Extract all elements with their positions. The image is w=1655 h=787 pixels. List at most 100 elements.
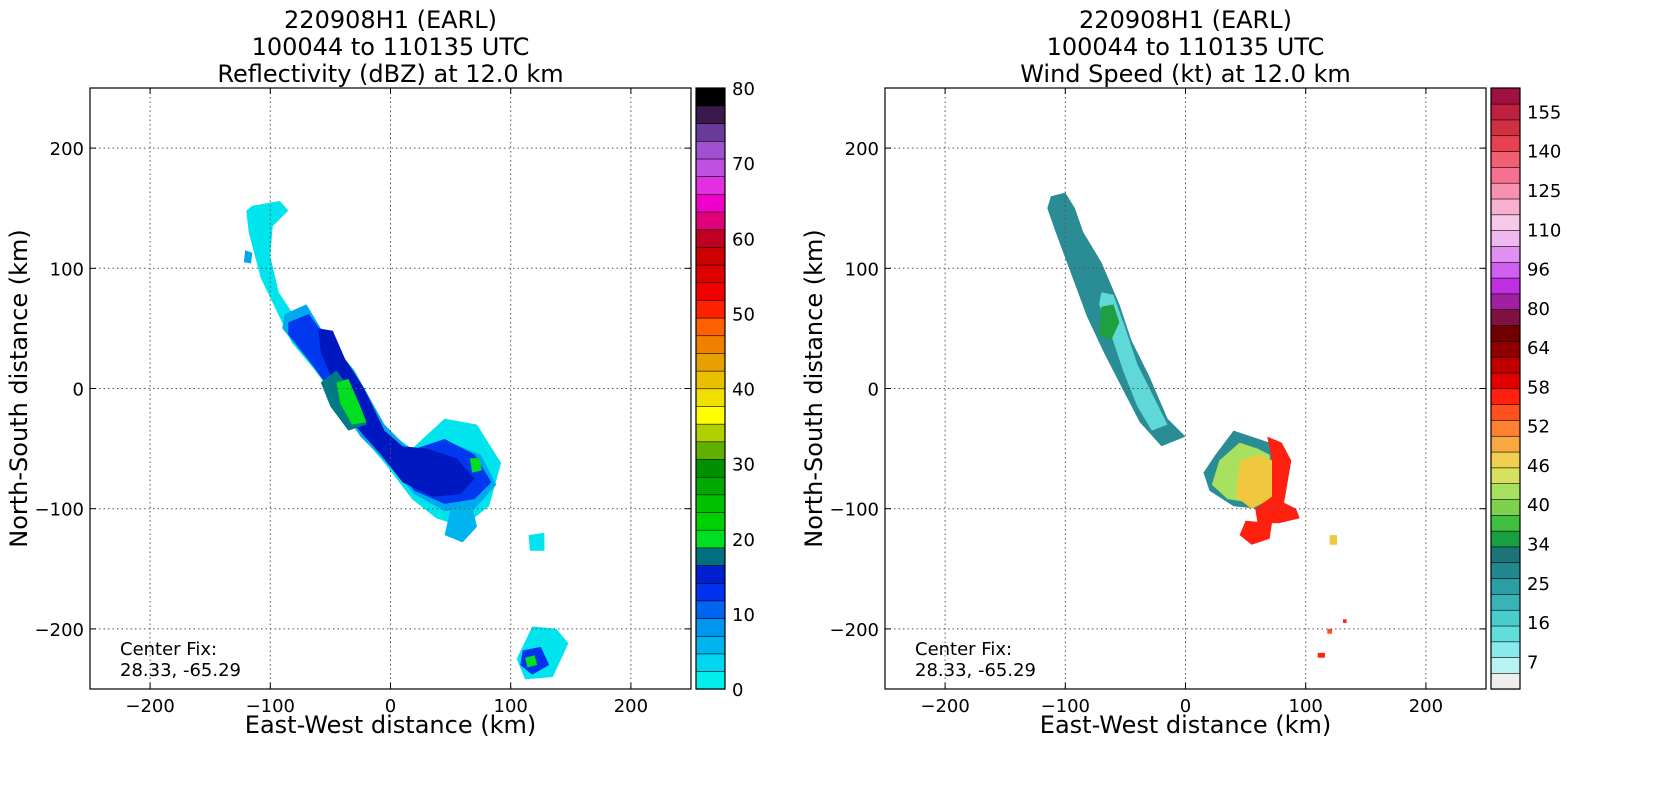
colorbar-bin-9 [1490,530,1521,548]
colorbar-bin-37 [1490,87,1521,105]
colorbar-label-13: 140 [1527,142,1561,163]
x-tick-label-2: 0 [1180,696,1191,717]
colorbar-bin-31 [695,123,726,142]
data-region-7 [1239,520,1272,545]
colorbar-bin-2 [695,635,726,655]
colorbar-bin-35 [1490,119,1521,137]
colorbar-bin-0 [695,671,726,690]
colorbar-bin-26 [1490,261,1521,279]
colorbar-label-7: 70 [732,154,755,175]
colorbar-label-12: 125 [1527,181,1561,202]
data-layer [243,201,569,680]
colorbar-bin-27 [1490,245,1521,263]
colorbar-bin-30 [1490,198,1521,216]
colorbar: 7 16 25 34 40 46 52 58 64 80 96 110 125 140 155 [1490,87,1561,690]
wind-speed-panel: 220908H1 (EARL)100044 to 110135 UTCWind … [800,6,1561,739]
y-tick-label-0: −200 [830,620,879,641]
colorbar-bin-28 [695,176,726,195]
colorbar-bin-24 [1490,293,1521,311]
colorbar-bin-14 [1490,451,1521,469]
colorbar-bin-5 [1490,593,1521,611]
chart-title-line-2: Wind Speed (kt) at 12.0 km [1020,60,1351,88]
colorbar-bin-0 [1490,672,1521,690]
colorbar-bin-36 [1490,103,1521,121]
data-region-10 [444,506,477,543]
center-fix-line-1: 28.33, -65.29 [915,660,1036,681]
colorbar-bin-13 [1490,467,1521,484]
x-tick-label-2: 0 [385,696,396,717]
colorbar-label-3: 34 [1527,535,1550,556]
colorbar-bin-1 [1490,657,1521,674]
colorbar-label-2: 20 [732,530,755,551]
colorbar-bin-33 [1490,150,1521,168]
colorbar-label-0: 7 [1527,652,1538,673]
colorbar-label-11: 110 [1527,220,1561,241]
colorbar-bin-29 [1490,214,1521,231]
colorbar-bin-7 [695,547,726,566]
colorbar-label-1: 16 [1527,613,1550,634]
colorbar-bin-8 [1490,546,1521,564]
colorbar-bin-9 [695,511,726,531]
colorbar-bin-22 [695,282,726,301]
colorbar-frame [695,87,726,690]
reflectivity-panel: 220908H1 (EARL)100044 to 110135 UTCRefle… [5,6,755,739]
data-region-2 [1099,304,1120,341]
data-region-5 [1236,454,1276,509]
y-tick-label-4: 200 [845,139,879,160]
colorbar-bin-21 [695,299,726,319]
colorbar-label-10: 96 [1527,260,1550,281]
y-axis-label: North-South distance (km) [800,229,828,548]
colorbar-label-8: 64 [1527,338,1550,359]
x-tick-label-1: −100 [246,696,295,717]
colorbar-bin-17 [1490,404,1521,421]
colorbar-bin-6 [1490,577,1521,595]
colorbar-bin-20 [695,317,726,337]
x-tick-label-4: 200 [1409,696,1443,717]
colorbar-bin-1 [695,653,726,672]
colorbar-bin-25 [695,229,726,248]
colorbar-bin-23 [695,264,726,284]
data-region-12 [243,250,253,264]
colorbar-label-14: 155 [1527,102,1561,123]
data-region-3 [318,328,475,497]
colorbar-label-6: 52 [1527,417,1550,438]
colorbar-bin-13 [695,441,726,460]
colorbar-label-9: 80 [1527,299,1550,320]
colorbar-label-7: 58 [1527,377,1550,398]
center-fix-line-0: Center Fix: [120,639,217,660]
colorbar-bin-24 [695,246,726,266]
y-tick-label-2: 0 [868,380,879,401]
colorbar-bin-2 [1490,641,1521,658]
data-region-6 [469,458,482,473]
colorbar-label-4: 40 [732,380,755,401]
colorbar-bin-6 [695,564,726,584]
colorbar-bin-33 [695,87,726,107]
y-tick-label-1: −100 [830,500,879,521]
chart-title-line-0: 220908H1 (EARL) [1079,6,1292,34]
colorbar-bin-34 [1490,135,1521,152]
chart-title-line-2: Reflectivity (dBZ) at 12.0 km [217,60,563,88]
data-region-6 [1255,436,1300,524]
data-layer [1047,192,1347,658]
y-tick-label-0: −200 [35,620,84,641]
data-region-9 [1327,628,1333,634]
data-region-11 [1343,619,1347,623]
colorbar-bin-11 [1490,498,1521,516]
colorbar-frame [1490,87,1521,690]
colorbar-bin-3 [1490,625,1521,643]
x-tick-label-4: 200 [614,696,648,717]
colorbar-bin-15 [695,405,726,425]
colorbar-bin-18 [695,352,726,372]
colorbar-label-5: 50 [732,304,755,325]
colorbar-bin-32 [695,105,726,124]
colorbar-bin-12 [695,458,726,478]
colorbar-bin-12 [1490,483,1521,500]
y-tick-label-1: −100 [35,500,84,521]
center-fix-line-1: 28.33, -65.29 [120,660,241,681]
colorbar-label-0: 0 [732,680,743,701]
colorbar-bin-19 [695,335,726,354]
colorbar-label-2: 25 [1527,574,1550,595]
colorbar-bin-31 [1490,182,1521,200]
y-tick-label-2: 0 [73,380,84,401]
